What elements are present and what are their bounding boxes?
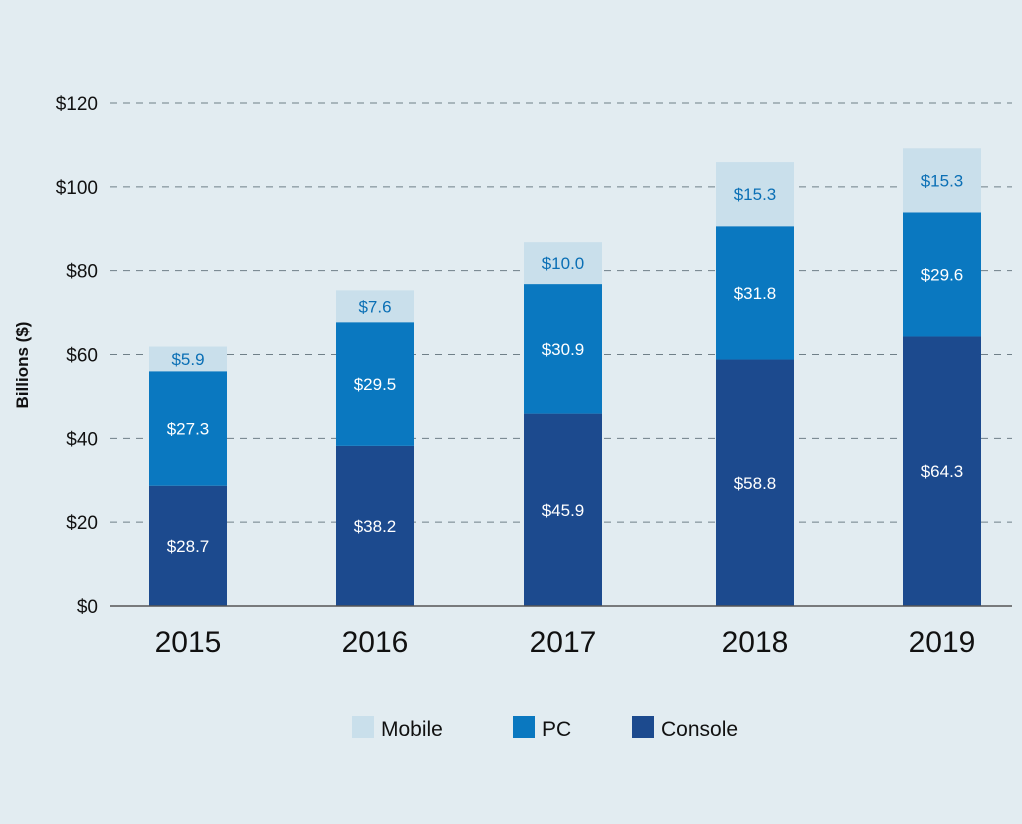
axes: $0 $20 $40 $60 $80 $100 $120 2015 2016 2017 2018 20… (56, 94, 1012, 659)
data-label-mobile-2018: $15.3 (734, 185, 777, 204)
legend-swatch-console (632, 716, 654, 738)
bar-pc-2015 (149, 371, 227, 486)
legend-label-console: Console (661, 718, 738, 741)
bar-mobile-2019 (903, 148, 981, 213)
data-label-console-2017: $45.9 (542, 501, 585, 520)
bar-pc-2019 (903, 212, 981, 337)
y-axis-title: Billions ($) (13, 322, 32, 409)
bar-mobile-2018 (716, 162, 794, 227)
data-label-pc-2015: $27.3 (167, 419, 210, 438)
bar-mobile-2015 (149, 346, 227, 372)
bar-pc-2018 (716, 226, 794, 360)
bar-mobile-2017 (524, 242, 602, 285)
x-tick-label: 2019 (909, 626, 976, 659)
data-label-console-2016: $38.2 (354, 517, 397, 536)
y-tick-label: $120 (56, 94, 98, 115)
bar-console-2017 (524, 413, 602, 606)
bar-console-2016 (336, 445, 414, 606)
bar-console-2015 (149, 485, 227, 606)
bar-pc-2016 (336, 322, 414, 446)
y-tick-label: $100 (56, 178, 98, 199)
data-label-pc-2016: $29.5 (354, 375, 397, 394)
data-label-mobile-2016: $7.6 (358, 297, 391, 316)
legend-swatch-mobile (352, 716, 374, 738)
data-label-pc-2019: $29.6 (921, 265, 964, 284)
y-tick-label: $40 (66, 429, 98, 450)
legend-swatch-pc (513, 716, 535, 738)
bar-pc-2017 (524, 284, 602, 414)
bar-console-2018 (716, 359, 794, 606)
data-label-pc-2017: $30.9 (542, 340, 585, 359)
bar-mobile-2016 (336, 290, 414, 323)
data-label-mobile-2017: $10.0 (542, 254, 585, 273)
x-tick-label: 2018 (722, 626, 789, 659)
value-labels: $28.7 $27.3 $5.9 $38.2 $29.5 $7.6 $45.9 $30.9 $1… (167, 171, 964, 556)
data-label-console-2015: $28.7 (167, 537, 210, 556)
y-tick-label: $20 (66, 513, 98, 534)
y-tick-label: $80 (66, 262, 98, 283)
data-label-mobile-2015: $5.9 (171, 350, 204, 369)
data-label-pc-2018: $31.8 (734, 284, 777, 303)
y-tick-label: $0 (77, 597, 98, 618)
legend-label-mobile: Mobile (381, 718, 443, 741)
data-label-console-2018: $58.8 (734, 474, 777, 493)
bars (149, 148, 981, 606)
y-tick-label: $60 (66, 346, 98, 367)
legend: Mobile PC Console (352, 716, 738, 741)
data-label-console-2019: $64.3 (921, 462, 964, 481)
bar-console-2019 (903, 336, 981, 606)
x-tick-label: 2016 (342, 626, 409, 659)
data-label-mobile-2019: $15.3 (921, 171, 964, 190)
legend-label-pc: PC (542, 718, 571, 741)
x-tick-label: 2017 (530, 626, 597, 659)
x-tick-label: 2015 (155, 626, 222, 659)
